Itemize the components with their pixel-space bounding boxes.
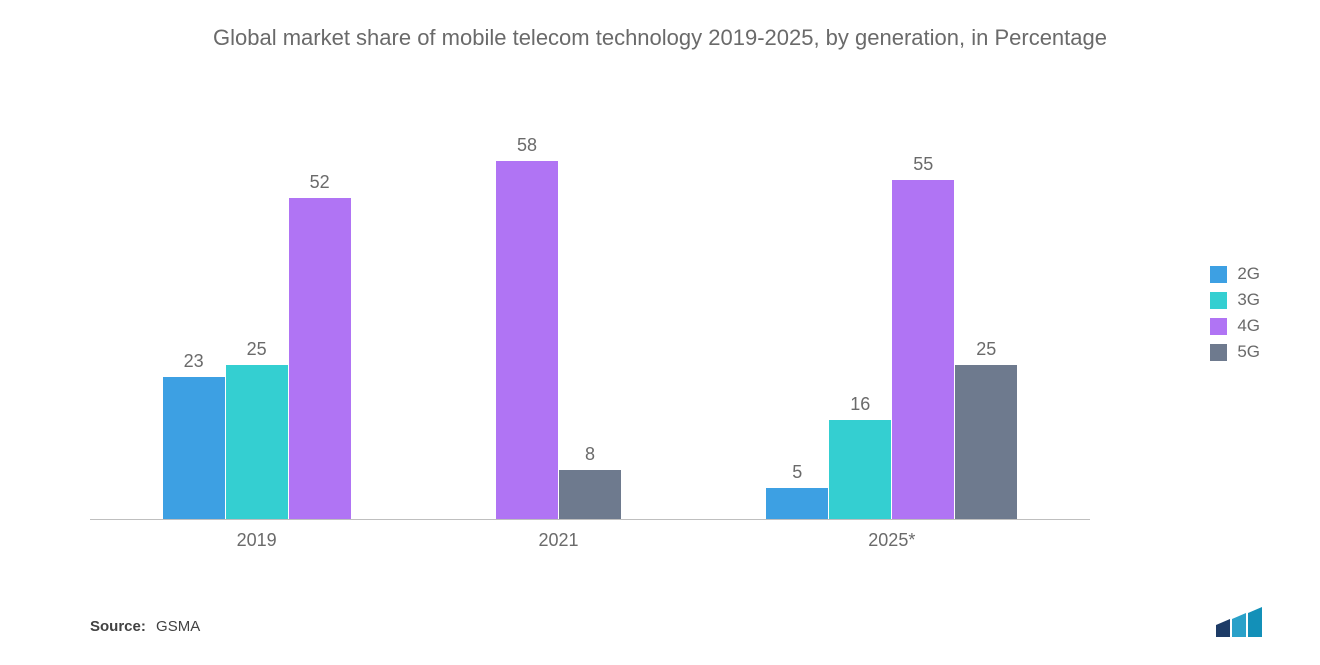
x-tick-label: 2021	[495, 530, 621, 551]
legend-swatch	[1210, 318, 1227, 335]
bar-5g: 25	[955, 365, 1017, 519]
bar-4g: 52	[289, 198, 351, 519]
legend-swatch	[1210, 292, 1227, 309]
bar-value-label: 52	[289, 172, 351, 193]
legend-item-2g: 2G	[1210, 264, 1260, 284]
legend-item-5g: 5G	[1210, 342, 1260, 362]
bar-value-label: 25	[226, 339, 288, 360]
legend-item-4g: 4G	[1210, 316, 1260, 336]
legend-swatch	[1210, 344, 1227, 361]
bar-group: 232552	[162, 120, 351, 519]
bar-4g: 55	[892, 180, 954, 519]
source-text: GSMA	[156, 618, 200, 635]
logo-bar-2	[1232, 613, 1246, 637]
legend-label: 4G	[1237, 316, 1260, 336]
bar-value-label: 55	[892, 154, 954, 175]
legend-swatch	[1210, 266, 1227, 283]
bar-3g: 16	[829, 420, 891, 519]
logo-bar-3	[1248, 607, 1262, 637]
bar-group: 588	[495, 120, 621, 519]
bar-value-label: 25	[955, 339, 1017, 360]
chart-title: Global market share of mobile telecom te…	[0, 0, 1320, 64]
bar-group: 5165525	[766, 120, 1018, 519]
legend-label: 2G	[1237, 264, 1260, 284]
bar-value-label: 23	[163, 351, 225, 372]
bar-2g: 5	[766, 488, 828, 519]
bar-value-label: 58	[496, 135, 558, 156]
bar-4g: 58	[496, 161, 558, 519]
legend-label: 5G	[1237, 342, 1260, 362]
x-tick-label: 2025*	[766, 530, 1018, 551]
plot-area: 2325525885165525	[90, 120, 1090, 520]
bar-value-label: 8	[559, 444, 621, 465]
logo-bar-1	[1216, 619, 1230, 637]
bar-5g: 8	[559, 470, 621, 519]
chart-area: 2325525885165525 201920212025*	[90, 120, 1090, 560]
bar-3g: 25	[226, 365, 288, 519]
source-label: Source:	[90, 618, 146, 635]
source-attribution: Source: GSMA	[90, 618, 200, 635]
brand-logo	[1212, 607, 1272, 643]
legend-item-3g: 3G	[1210, 290, 1260, 310]
bar-value-label: 5	[766, 462, 828, 483]
x-axis-labels: 2019 2021 2025*	[90, 530, 1090, 551]
bar-2g: 23	[163, 377, 225, 519]
legend: 2G 3G 4G 5G	[1210, 258, 1260, 368]
legend-label: 3G	[1237, 290, 1260, 310]
x-tick-label: 2019	[162, 530, 351, 551]
bar-value-label: 16	[829, 394, 891, 415]
